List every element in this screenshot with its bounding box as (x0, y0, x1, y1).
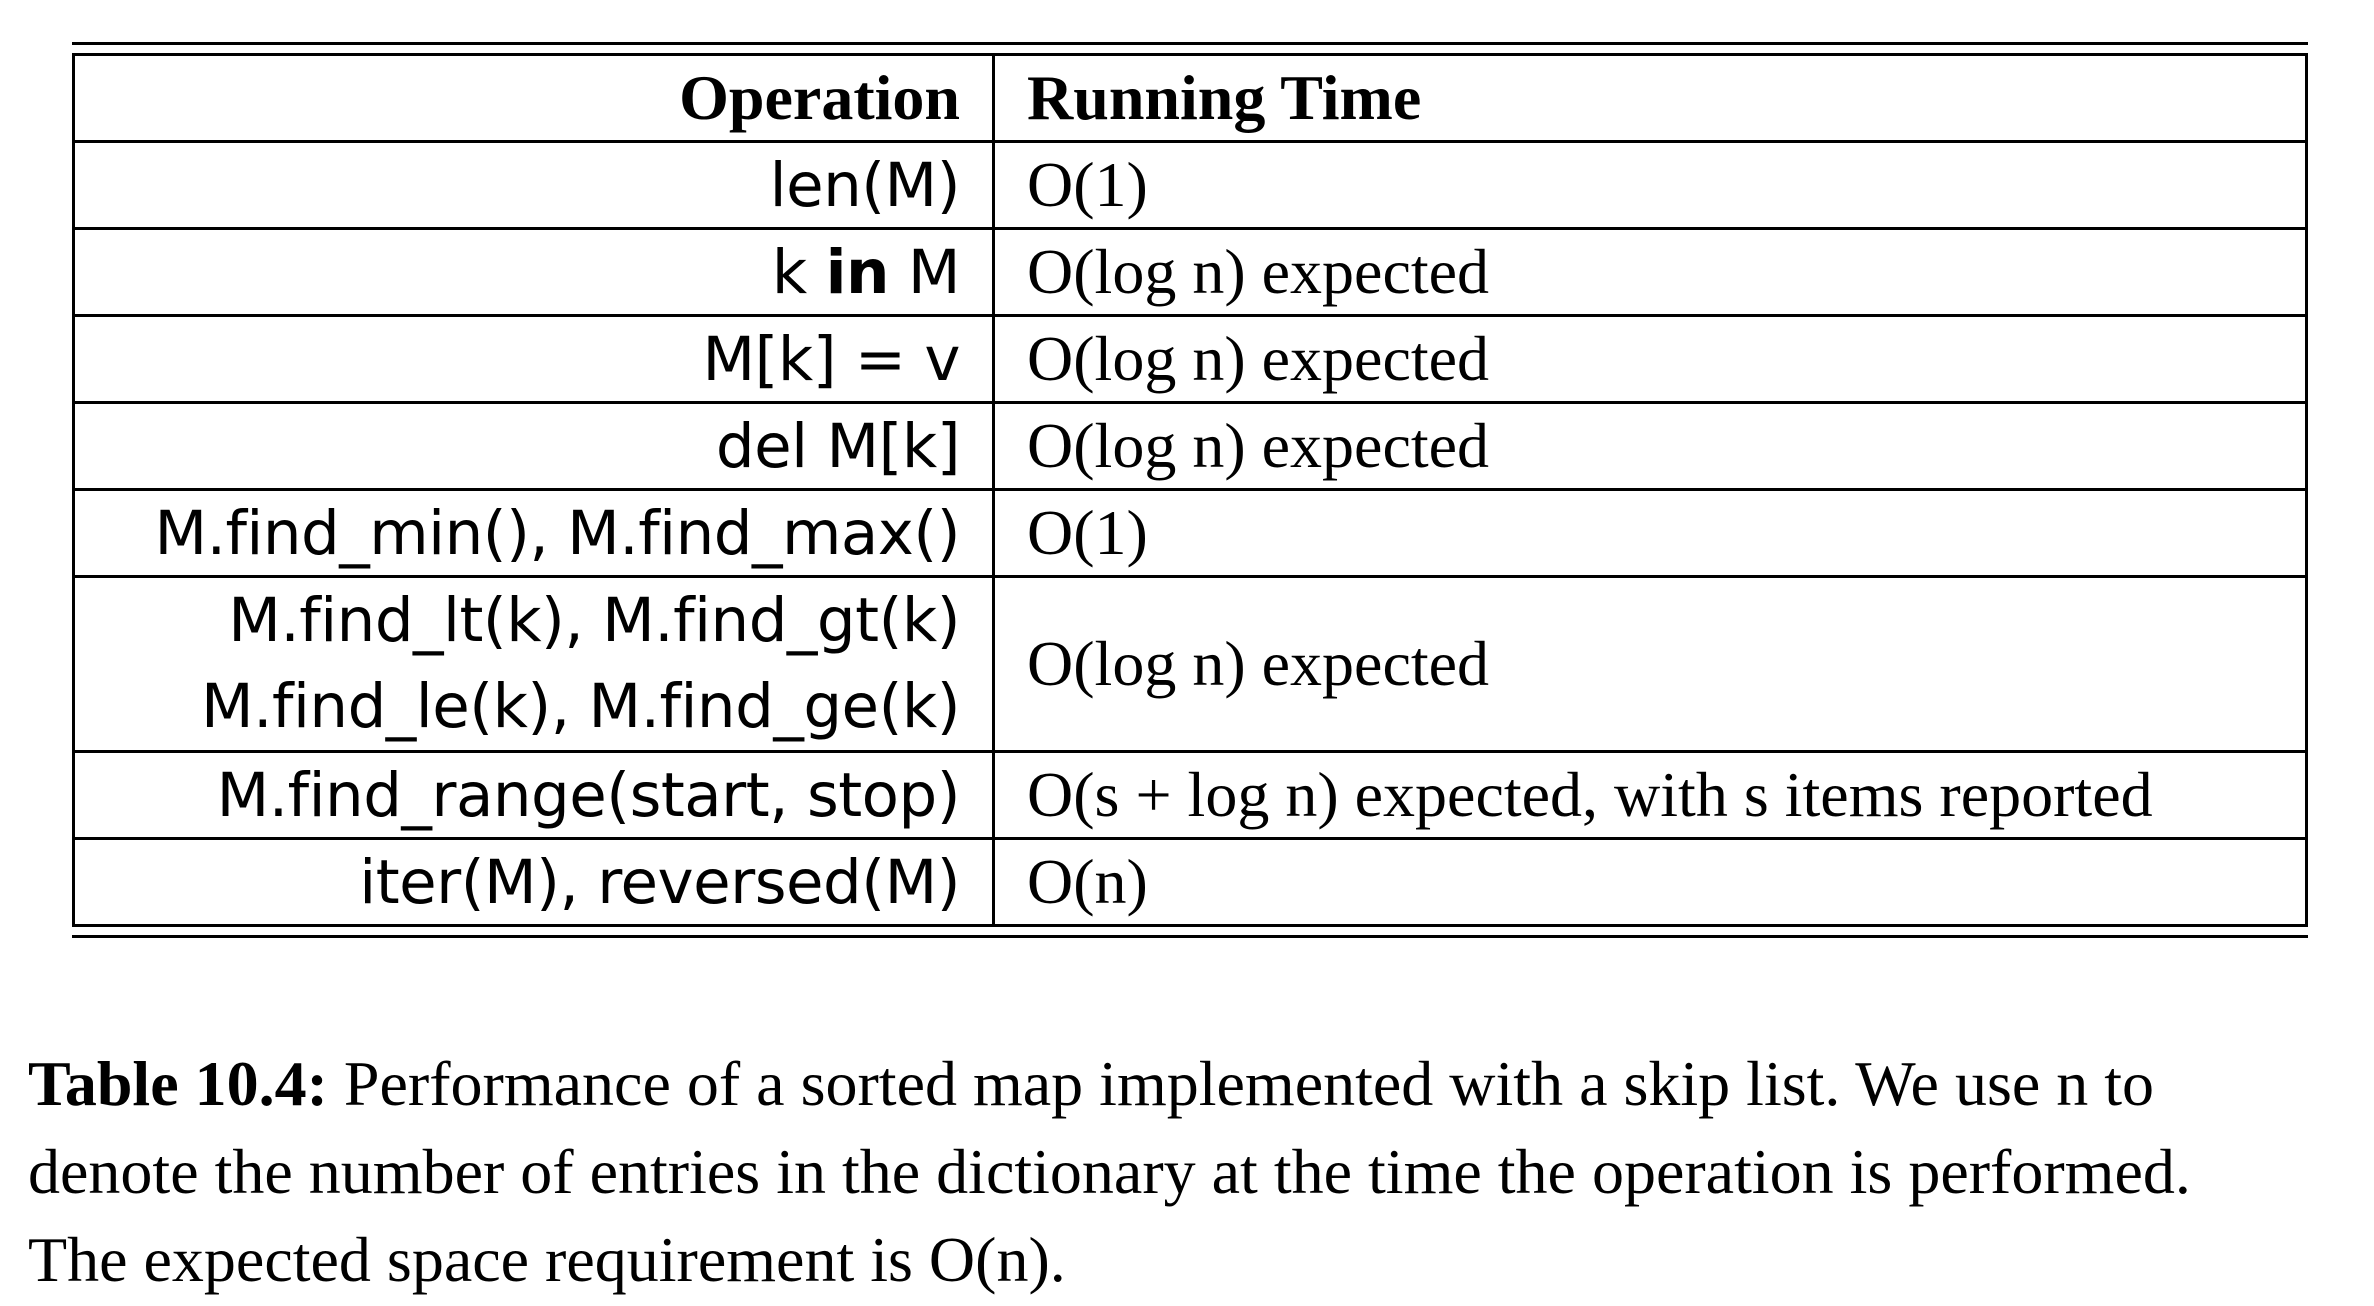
operation-cell: M[k] = v (72, 314, 995, 404)
table-row: del M[k] O(log n) expected (72, 401, 2308, 491)
running-time-cell: O(log n) expected (992, 575, 2308, 753)
table-row: M.find_lt(k), M.find_gt(k) M.find_le(k),… (72, 575, 2308, 753)
operation-line: M.find_lt(k), M.find_gt(k) (228, 585, 960, 656)
performance-table: Operation Running Time len(M) O(1) k in … (72, 53, 2308, 927)
operation-key: k (771, 236, 826, 308)
table-caption: Table 10.4: Performance of a sorted map … (28, 1040, 2358, 1304)
table-row: M.find_range(start, stop) O(s + log n) e… (72, 750, 2308, 840)
table-row: len(M) O(1) (72, 140, 2308, 230)
operation-line: M.find_le(k), M.find_ge(k) (200, 671, 961, 742)
running-time-cell: O(n) (992, 837, 2308, 927)
operation-cell: M.find_lt(k), M.find_gt(k) M.find_le(k),… (72, 575, 995, 753)
table-row: M[k] = v O(log n) expected (72, 314, 2308, 404)
table-row: iter(M), reversed(M) O(n) (72, 837, 2308, 927)
running-time-cell: O(1) (992, 488, 2308, 578)
operation-cell: del M[k] (72, 401, 995, 491)
operation-cell: iter(M), reversed(M) (72, 837, 995, 927)
caption-line-1: Table 10.4: Performance of a sorted map … (28, 1040, 2358, 1128)
operation-map: M (888, 236, 961, 308)
caption-label: Table 10.4: (28, 1048, 328, 1119)
operation-cell: k in M (72, 227, 995, 317)
running-time-cell: O(log n) expected (992, 227, 2308, 317)
running-time-cell: O(log n) expected (992, 314, 2308, 404)
header-running-time: Running Time (992, 53, 2308, 143)
caption-line-2: denote the number of entries in the dict… (28, 1136, 2191, 1207)
top-rule (72, 42, 2308, 45)
operation-cell: len(M) (72, 140, 995, 230)
caption-line-3: The expected space requirement is O(n). (28, 1224, 1066, 1295)
operation-cell: M.find_range(start, stop) (72, 750, 995, 840)
table-row: k in M O(log n) expected (72, 227, 2308, 317)
header-operation: Operation (72, 53, 995, 143)
caption-text-1: Performance of a sorted map implemented … (327, 1048, 2155, 1119)
complexity-table: Operation Running Time len(M) O(1) k in … (72, 42, 2308, 938)
running-time-cell: O(1) (992, 140, 2308, 230)
running-time-cell: O(log n) expected (992, 401, 2308, 491)
operation-keyword-in: in (825, 236, 890, 308)
header-row: Operation Running Time (72, 53, 2308, 143)
running-time-cell: O(s + log n) expected, with s items repo… (992, 750, 2308, 840)
operation-cell: M.find_min(), M.find_max() (72, 488, 995, 578)
bottom-rule (72, 935, 2308, 938)
table-row: M.find_min(), M.find_max() O(1) (72, 488, 2308, 578)
